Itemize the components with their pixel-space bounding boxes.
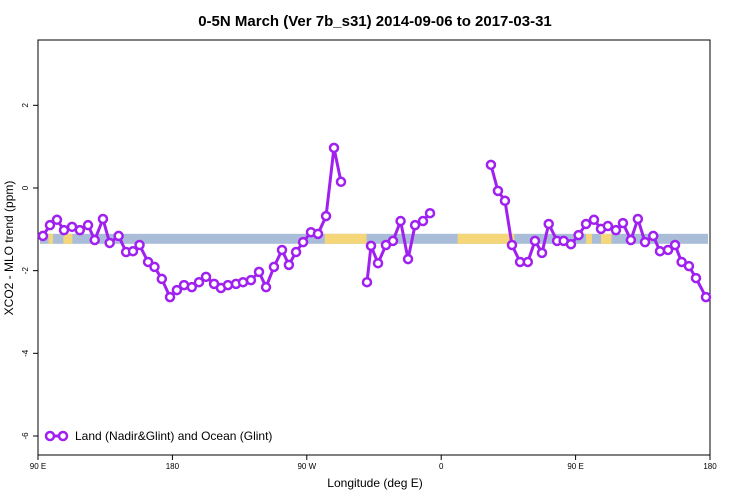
data-point: [402, 253, 414, 265]
y-tick-label: 2: [21, 103, 30, 108]
band-highlight: [586, 233, 593, 244]
legend-label: Land (Nadir&Glint) and Ocean (Glint): [75, 429, 272, 443]
data-point: [602, 220, 614, 232]
data-point: [588, 214, 600, 226]
data-point: [372, 257, 384, 269]
data-point: [580, 218, 592, 230]
data-point: [320, 210, 332, 222]
data-point: [683, 260, 695, 272]
data-point: [648, 230, 659, 242]
y-tick-label: -4: [21, 349, 30, 357]
data-point: [82, 219, 94, 231]
x-axis-label: Longitude (deg E): [327, 476, 422, 490]
y-tick-label: 0: [21, 185, 30, 190]
data-point: [365, 240, 377, 252]
data-point: [97, 213, 109, 225]
chart-title: 0-5N March (Ver 7b_s31) 2014-09-06 to 20…: [198, 13, 552, 30]
x-tick-label: 180: [166, 462, 180, 471]
data-point: [529, 235, 541, 247]
band-highlight: [600, 233, 612, 244]
y-axis-label: XCO2 - MLO trend (ppm): [2, 181, 16, 316]
data-point: [522, 256, 534, 268]
data-point: [104, 237, 115, 249]
legend-marker: [57, 430, 69, 442]
data-point: [565, 238, 577, 250]
data-point: [134, 239, 145, 251]
data-point: [676, 256, 687, 268]
data-point: [89, 234, 100, 246]
data-point: [245, 274, 257, 286]
data-point: [156, 273, 168, 285]
data-point: [417, 215, 429, 227]
data-point: [485, 159, 497, 171]
legend-marker: [44, 430, 56, 442]
data-point: [328, 142, 340, 154]
data-point: [193, 276, 205, 288]
data-point: [409, 219, 421, 231]
data-point: [51, 214, 63, 226]
data-point: [74, 224, 86, 236]
band-highlight: [324, 233, 367, 244]
data-point: [395, 215, 406, 227]
x-tick-label: 90 E: [30, 462, 46, 471]
data-point: [662, 244, 674, 256]
x-tick-label: 90 W: [297, 462, 316, 471]
data-point: [610, 224, 622, 236]
data-point: [690, 272, 702, 284]
data-point: [290, 246, 302, 258]
data-point: [387, 235, 399, 247]
data-point: [149, 261, 160, 273]
data-point: [543, 218, 554, 230]
data-point: [297, 236, 309, 248]
band-highlight: [63, 233, 73, 244]
y-tick-label: -2: [21, 267, 30, 275]
data-point: [222, 279, 234, 291]
data-point: [113, 230, 124, 242]
data-point: [625, 234, 637, 246]
band-highlight: [457, 233, 515, 244]
y-tick-label: -6: [21, 432, 30, 440]
data-point: [58, 224, 70, 236]
data-point: [312, 228, 324, 240]
data-point: [536, 247, 548, 259]
data-point: [632, 213, 644, 225]
data-point: [492, 185, 504, 197]
data-point: [276, 244, 288, 256]
data-point: [700, 291, 712, 303]
band-highlight: [48, 233, 53, 244]
x-tick-label: 90 E: [567, 462, 583, 471]
data-point: [335, 176, 347, 188]
data-point: [200, 271, 212, 283]
data-point: [669, 239, 681, 251]
data-point: [268, 261, 280, 273]
data-point: [639, 236, 651, 248]
data-point: [127, 245, 139, 257]
data-point: [573, 229, 584, 241]
data-point: [142, 256, 154, 268]
data-point: [617, 217, 629, 229]
data-point: [506, 239, 518, 251]
data-point: [171, 284, 183, 296]
reference-band: [40, 233, 708, 244]
data-point: [260, 281, 272, 293]
x-tick-label: 180: [703, 462, 717, 471]
data-point: [164, 291, 176, 303]
data-point: [361, 276, 373, 288]
data-point: [253, 266, 265, 278]
data-point: [283, 259, 295, 271]
data-point: [44, 219, 56, 231]
plot-frame: [37, 39, 711, 456]
data-point: [654, 245, 666, 257]
data-point: [499, 195, 511, 207]
data-point: [37, 230, 49, 242]
data-point: [186, 281, 198, 293]
data-point: [424, 207, 436, 219]
x-tick-label: 0: [439, 462, 444, 471]
